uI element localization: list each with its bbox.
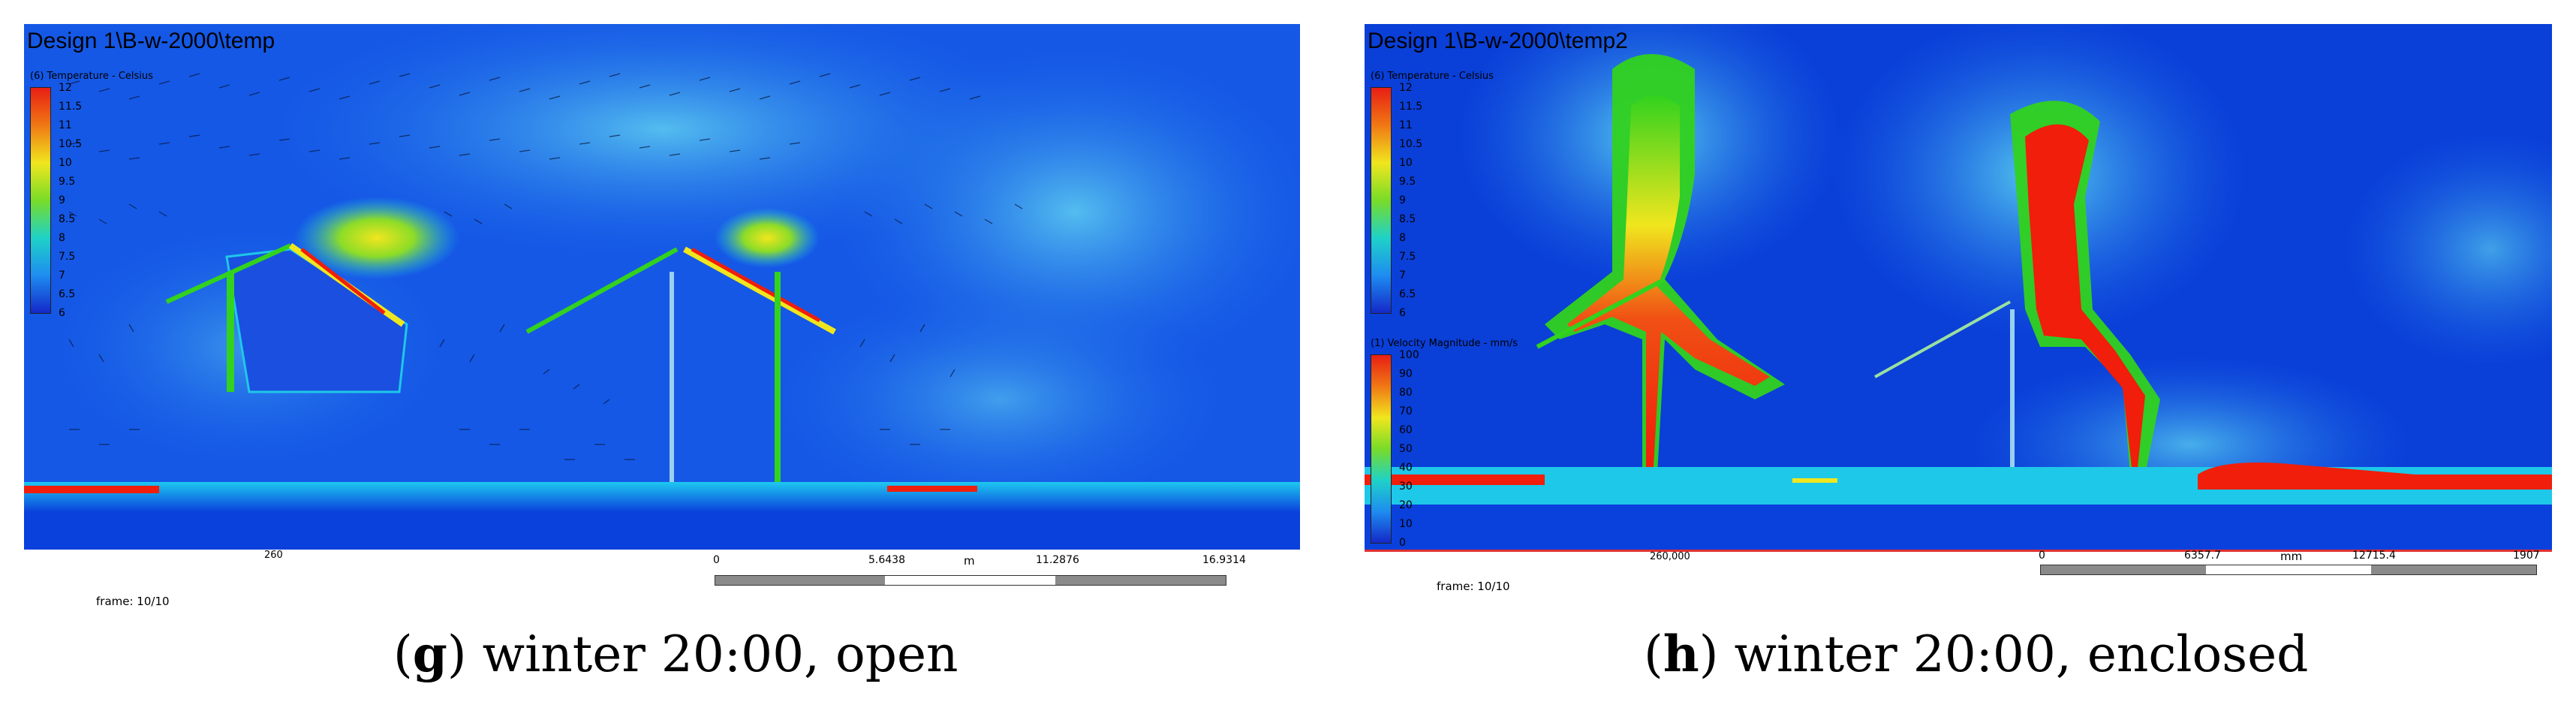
simulation-panel-h: Design 1\B-w-2000\temp2 (6) Temperature … — [1365, 24, 2552, 617]
caption-g: (g) winter 20:00, open — [393, 625, 958, 683]
temperature-tick: 11.5 — [59, 101, 83, 113]
caption-text: ) winter 20:00, open — [447, 625, 958, 683]
velocity-tick: 80 — [1399, 387, 1413, 399]
velocity-tick: 60 — [1399, 424, 1413, 436]
temperature-field-open: Design 1\B-w-2000\temp (6) Temperature -… — [24, 24, 1300, 550]
ground-line — [1365, 550, 2552, 552]
scale-tick: 0 — [713, 554, 720, 566]
axis-mark: 260 — [264, 550, 283, 561]
legend-title: (1) Velocity Magnitude - mm/s — [1371, 338, 1518, 349]
temperature-tick: 6.5 — [59, 288, 76, 300]
temperature-tick: 10 — [1399, 157, 1413, 169]
temperature-tick: 8.5 — [59, 213, 76, 225]
velocity-tick: 50 — [1399, 443, 1413, 455]
temperature-tick: 6 — [59, 307, 65, 319]
scale-tick: 12715.4 — [2352, 550, 2396, 562]
frame-label: frame: 10/10 — [96, 595, 170, 608]
scale-tick: 0 — [2039, 550, 2045, 562]
temperature-colorbar — [1371, 87, 1392, 314]
velocity-legend: (1) Velocity Magnitude - mm/s 100 90 80 … — [1371, 338, 1518, 548]
temperature-tick: 7 — [1399, 270, 1406, 282]
velocity-tick: 0 — [1399, 537, 1406, 549]
temperature-tick: 7 — [59, 270, 65, 282]
temperature-tick: 9 — [59, 194, 65, 206]
caption-text: ) winter 20:00, enclosed — [1699, 625, 2309, 683]
footer-bar: 260,000 frame: 10/10 0 6357.7 mm 12715.4… — [1365, 550, 2552, 617]
scale-bar-segment — [2041, 565, 2206, 574]
cfd-plot-enclosed — [1365, 24, 2552, 550]
temperature-tick: 9.5 — [1399, 176, 1416, 188]
frame-label: frame: 10/10 — [1437, 580, 1510, 593]
temperature-tick: 11 — [1399, 119, 1413, 131]
velocity-tick: 70 — [1399, 405, 1413, 417]
temperature-tick: 8 — [59, 232, 65, 244]
temperature-colorbar — [30, 87, 51, 314]
temperature-tick: 7.5 — [59, 251, 76, 263]
caption-letter: g — [412, 625, 447, 683]
velocity-tick: 90 — [1399, 368, 1413, 380]
scale-unit: m — [964, 554, 975, 568]
temperature-legend: (6) Temperature - Celsius 12 11.5 11 10.… — [1371, 71, 1494, 318]
velocity-tick: 20 — [1399, 499, 1413, 511]
velocity-tick: 10 — [1399, 518, 1413, 530]
temperature-tick: 9 — [1399, 194, 1406, 206]
temperature-tick: 8 — [1399, 232, 1406, 244]
temperature-tick: 10.5 — [1399, 138, 1423, 150]
scale-tick: 11.2876 — [1036, 554, 1079, 566]
scale-tick: 16.9314 — [1202, 554, 1246, 566]
caption-letter: h — [1663, 625, 1699, 683]
scale-tick: 6357.7 — [2184, 550, 2221, 562]
axis-mark: 260,000 — [1650, 551, 1690, 562]
temperature-legend: (6) Temperature - Celsius 12 11.5 11 10.… — [30, 71, 153, 318]
footer-bar: 260 frame: 10/10 0 5.6438 m 11.2876 16.9… — [24, 550, 1300, 617]
temperature-tick: 11 — [59, 119, 72, 131]
scale-tick: 5.6438 — [868, 554, 905, 566]
temperature-field-enclosed: Design 1\B-w-2000\temp2 (6) Temperature … — [1365, 24, 2552, 550]
velocity-tick: 30 — [1399, 481, 1413, 493]
legend-title: (6) Temperature - Celsius — [1371, 71, 1494, 82]
temperature-tick: 6.5 — [1399, 288, 1416, 300]
cfd-plot-open — [24, 24, 1300, 550]
temperature-tick: 12 — [59, 82, 72, 94]
scale-bar — [2040, 565, 2537, 575]
velocity-tick: 100 — [1399, 349, 1419, 361]
caption-h: (h) winter 20:00, enclosed — [1644, 625, 2309, 683]
scale-bar-segment — [1055, 576, 1226, 585]
scale-bar — [715, 575, 1226, 586]
temperature-tick: 11.5 — [1399, 101, 1423, 113]
temperature-tick: 7.5 — [1399, 251, 1416, 263]
temperature-tick: 10 — [59, 157, 72, 169]
temperature-tick: 10.5 — [59, 138, 83, 150]
scale-tick: 1907 — [2513, 550, 2540, 562]
temperature-tick: 9.5 — [59, 176, 76, 188]
velocity-tick: 40 — [1399, 462, 1413, 474]
scale-bar-segment — [715, 576, 885, 585]
temperature-tick: 6 — [1399, 307, 1406, 319]
panel-title: Design 1\B-w-2000\temp2 — [1368, 29, 1628, 53]
scale-unit: mm — [2280, 550, 2303, 563]
temperature-tick: 12 — [1399, 82, 1413, 94]
scale-bar-segment — [2371, 565, 2536, 574]
velocity-colorbar — [1371, 354, 1392, 544]
legend-title: (6) Temperature - Celsius — [30, 71, 153, 82]
panel-title: Design 1\B-w-2000\temp — [27, 29, 275, 53]
simulation-panel-g: Design 1\B-w-2000\temp (6) Temperature -… — [24, 24, 1300, 617]
temperature-tick: 8.5 — [1399, 213, 1416, 225]
